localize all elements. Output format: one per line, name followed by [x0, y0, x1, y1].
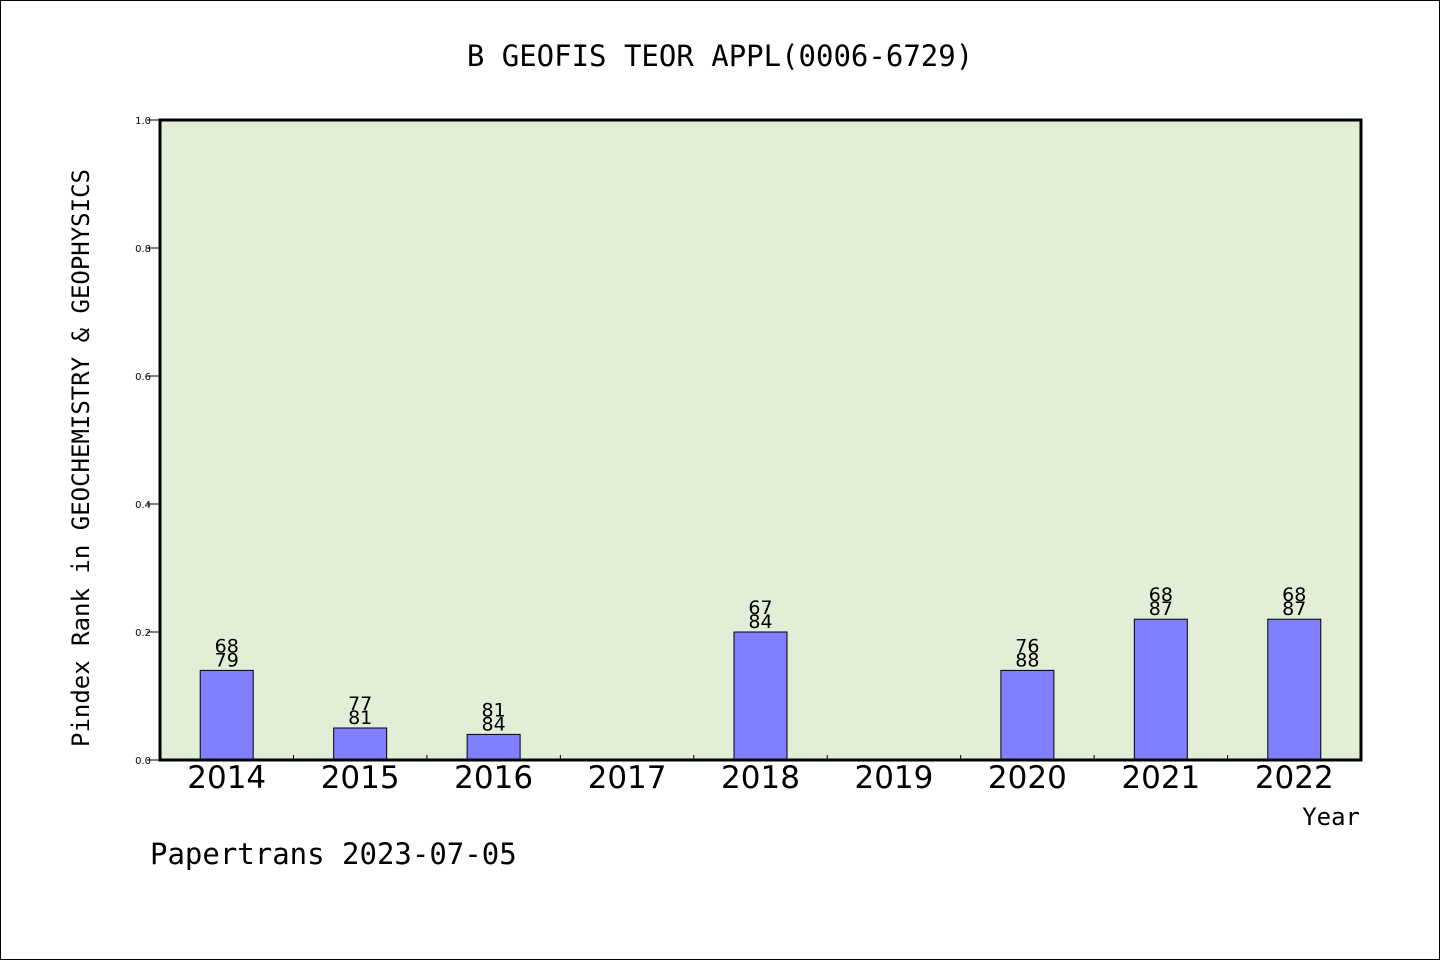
- y-tick-label: 1.0: [135, 116, 151, 127]
- chart-title: B GEOFIS TEOR APPL(0006-6729): [467, 39, 973, 73]
- bar-label-top-2015: 77: [348, 693, 372, 715]
- plot-border: [158, 118, 1363, 762]
- x-tick-label-2021: 2021: [1121, 760, 1200, 796]
- bar-label-top-2020: 76: [1015, 635, 1039, 657]
- x-tick-label-2015: 2015: [321, 760, 400, 796]
- bar-2020: [1000, 669, 1055, 761]
- x-axis-label: Year: [1302, 803, 1360, 831]
- y-tick-label: 0.0: [135, 756, 151, 767]
- x-tick-labels: 2014 2015 2016 2017 2018 2019 2020 2021 2022: [187, 760, 1333, 796]
- bar-label-bottom-2018: 84: [748, 611, 772, 633]
- bar-label-bottom-2022: 87: [1282, 598, 1306, 620]
- bars: [199, 618, 1322, 761]
- x-tick-label-2020: 2020: [988, 760, 1067, 796]
- bar-2018: [733, 631, 788, 761]
- bar-label-top-2022: 68: [1282, 584, 1306, 606]
- bar-label-bottom-2020: 88: [1015, 649, 1039, 671]
- y-axis-label: Pindex Rank in GEOCHEMISTRY & GEOPHYSICS: [67, 169, 95, 747]
- y-tick-label: 0.8: [135, 244, 151, 255]
- y-tick-label: 0.4: [135, 500, 151, 511]
- x-tick-label-2019: 2019: [854, 760, 933, 796]
- bar-label-top-2021: 68: [1149, 584, 1173, 606]
- bar-label-bottom-2021: 87: [1149, 598, 1173, 620]
- x-tick-label-2016: 2016: [454, 760, 533, 796]
- bar-2016: [466, 733, 521, 761]
- bar-label-top-2018: 67: [748, 597, 772, 619]
- bar-label-bottom-2016: 84: [482, 713, 506, 735]
- bar-2021: [1133, 618, 1188, 761]
- bar-2015: [333, 727, 388, 761]
- y-axis-ticks: 0.0 0.2 0.4 0.6 0.8 1.0: [135, 116, 160, 767]
- x-tick-label-2014: 2014: [187, 760, 266, 796]
- x-tick-label-2018: 2018: [721, 760, 800, 796]
- y-tick-label: 0.6: [135, 372, 151, 383]
- footer-text: Papertrans 2023-07-05: [150, 837, 517, 871]
- bar-label-top-2014: 68: [215, 635, 239, 657]
- x-tick-label-2017: 2017: [588, 760, 667, 796]
- bar-label-bottom-2014: 79: [215, 649, 239, 671]
- bar-2014: [199, 669, 254, 761]
- x-tick-label-2022: 2022: [1255, 760, 1334, 796]
- bar-label-bottom-2015: 81: [348, 707, 372, 729]
- y-tick-label: 0.2: [135, 628, 151, 639]
- bar-label-top-2016: 81: [482, 699, 506, 721]
- bar-2022: [1267, 618, 1322, 761]
